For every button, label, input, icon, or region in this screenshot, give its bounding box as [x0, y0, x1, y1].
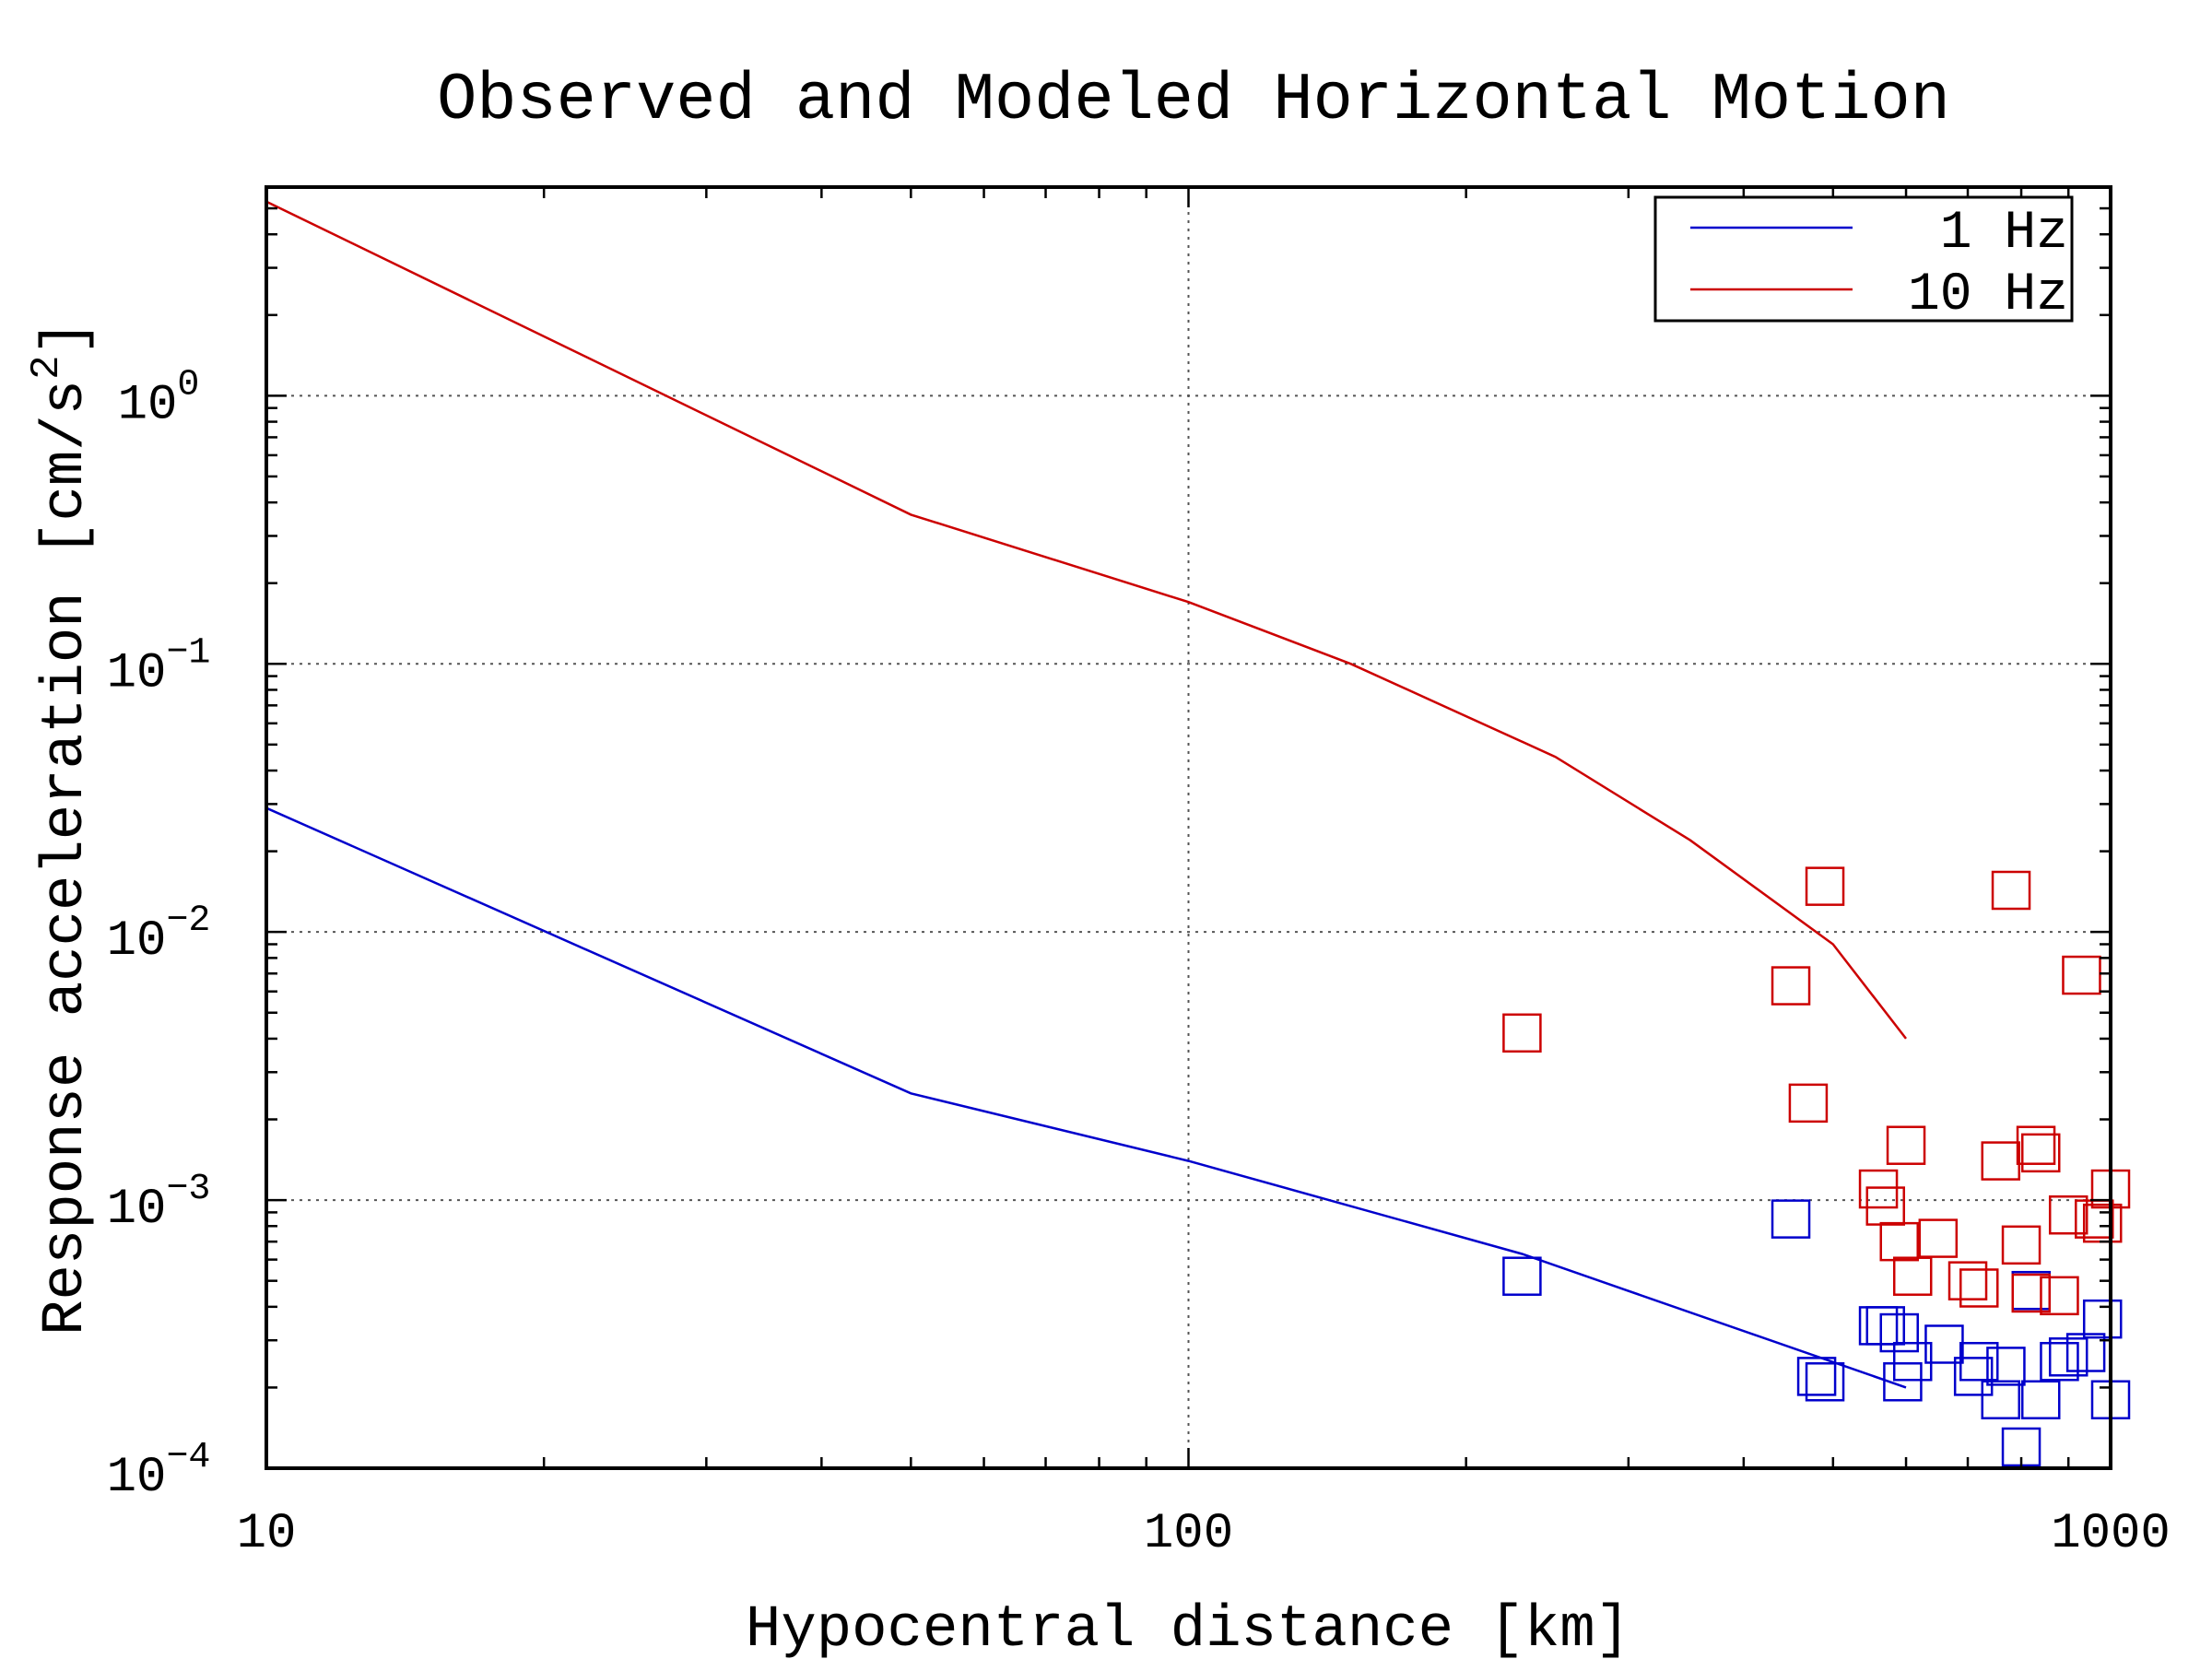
plot-series — [265, 200, 2131, 1467]
x-tick-label: 10 — [237, 1506, 297, 1562]
y-tick-label-base: 10 — [107, 645, 167, 701]
x-tick-label: 100 — [1144, 1506, 1233, 1562]
y-tick-label-exp: −1 — [166, 632, 210, 674]
observed-point-10hz — [2075, 1199, 2114, 1239]
observed-point-10hz — [1981, 1141, 2021, 1181]
observed-point-10hz — [2020, 1133, 2061, 1173]
observed-point-10hz — [2016, 1125, 2056, 1165]
observed-point-10hz — [1788, 1083, 1829, 1124]
observed-point-1hz — [1959, 1341, 1999, 1382]
grid-lines — [266, 187, 2111, 1469]
observed-point-1hz — [1879, 1312, 1919, 1353]
series-1hz — [265, 806, 2131, 1467]
observed-point-10hz — [1959, 1268, 1999, 1308]
observed-point-10hz — [1947, 1261, 1988, 1300]
axis-ticks — [265, 185, 2111, 1470]
y-tick-label-base: 10 — [107, 913, 167, 970]
observed-point-1hz — [2040, 1341, 2079, 1382]
legend: 1 Hz 10 Hz — [1653, 195, 2074, 325]
y-tick-label-base: 10 — [107, 1182, 167, 1238]
y-axis-label-main: Response acceleration [cm/s — [33, 380, 100, 1335]
chart-title: Observed and Modeled Horizontal Motion — [437, 63, 1950, 138]
x-tick-label: 1000 — [2051, 1506, 2171, 1562]
observed-point-1hz — [2020, 1380, 2061, 1419]
series-10hz — [265, 200, 2131, 1316]
observed-point-1hz — [1953, 1357, 1994, 1396]
observed-point-1hz — [2065, 1333, 2106, 1372]
observed-point-10hz — [2062, 955, 2101, 995]
y-tick-label-exp: −2 — [166, 900, 210, 942]
y-axis-label-sup: 2 — [24, 356, 70, 380]
observed-point-10hz — [2048, 1194, 2088, 1235]
y-tick-label: 10−4 — [107, 1437, 211, 1506]
y-tick-label-exp: −4 — [166, 1437, 210, 1478]
y-tick-label-exp: 0 — [177, 364, 199, 406]
y-tick-label-base: 10 — [107, 1450, 167, 1506]
observed-point-1hz — [1771, 1199, 1811, 1239]
observed-point-10hz — [1502, 1013, 1542, 1053]
observed-point-10hz — [1858, 1169, 1899, 1209]
observed-point-1hz — [1865, 1306, 1906, 1346]
y-tick-label: 10−3 — [107, 1169, 211, 1238]
observed-point-1hz — [2082, 1299, 2123, 1339]
observed-point-10hz — [1892, 1256, 1933, 1296]
y-tick-label-exp: −3 — [166, 1169, 210, 1210]
model-curve-10hz — [265, 200, 1907, 1040]
model-curve-1hz — [265, 806, 1907, 1389]
observed-point-10hz — [1771, 966, 1811, 1006]
observed-point-1hz — [1796, 1357, 1837, 1396]
x-axis-label: Hypocentral distance [km] — [746, 1597, 1630, 1659]
observed-point-10hz — [1879, 1221, 1919, 1262]
observed-point-1hz — [1986, 1347, 2026, 1386]
observed-point-1hz — [1858, 1306, 1899, 1346]
y-tick-label-base: 10 — [118, 377, 178, 433]
observed-point-10hz — [1805, 866, 1845, 906]
observed-point-10hz — [2082, 1203, 2123, 1243]
observed-point-1hz — [1883, 1362, 1923, 1402]
y-axis-label-tail: ] — [33, 320, 100, 355]
legend-label-1hz: 1 Hz — [1940, 204, 2068, 264]
observed-point-10hz — [1918, 1218, 1959, 1258]
observed-point-10hz — [1991, 870, 2031, 911]
observed-point-10hz — [1886, 1125, 1926, 1165]
x-tick-labels: 10 100 1000 — [237, 1506, 2171, 1562]
observed-point-1hz — [1981, 1380, 2021, 1419]
legend-box — [1653, 195, 2074, 323]
observed-point-10hz — [2040, 1276, 2079, 1316]
observed-point-1hz — [1502, 1256, 1542, 1296]
y-tick-label: 10−2 — [107, 900, 211, 970]
y-tick-label: 100 — [118, 364, 200, 433]
observed-point-10hz — [2001, 1225, 2041, 1265]
observed-point-10hz — [2011, 1273, 2052, 1313]
y-axis-label: Response acceleration [cm/s2] — [24, 320, 100, 1335]
y-tick-label: 10−1 — [107, 632, 211, 701]
observed-point-10hz — [1865, 1186, 1906, 1226]
observed-point-1hz — [1805, 1362, 1845, 1402]
legend-label-10hz: 10 Hz — [1908, 265, 2068, 325]
